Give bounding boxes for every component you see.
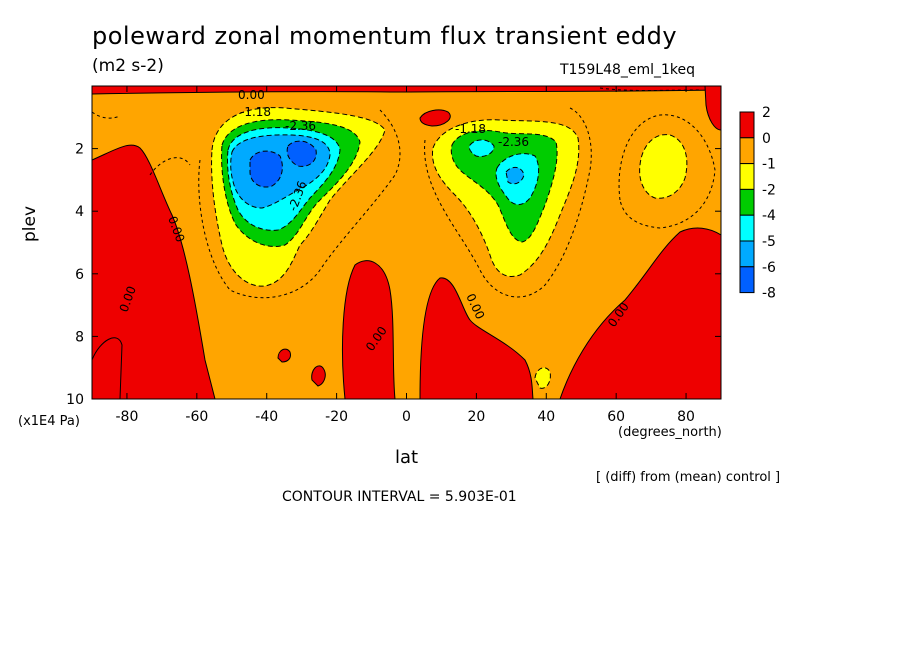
colorbar-label: -1 (762, 157, 776, 173)
y-tick-label: 6 (75, 267, 84, 283)
x-tick-label: -60 (185, 409, 208, 425)
contour-label: -2.36 (285, 119, 316, 133)
contour-label: -1.18 (455, 122, 486, 136)
region-nh-subtropical-positive (419, 277, 534, 399)
region-sh-polar-positive-2 (92, 337, 123, 399)
contour-line (424, 107, 592, 298)
y-tick-label: 8 (75, 329, 84, 345)
contour-interval: CONTOUR INTERVAL = 5.903E-01 (282, 489, 517, 505)
y-axis-scale-label: (x1E4 Pa) (18, 414, 80, 429)
region-sh-small-blob-2 (277, 348, 291, 363)
colorbar-swatch (739, 111, 755, 139)
x-tick-label: 0 (402, 409, 411, 425)
colorbar-swatch (739, 240, 755, 268)
colorbar-swatch (739, 266, 755, 294)
chart-title: poleward zonal momentum flux transient e… (92, 22, 678, 50)
contour-line (198, 109, 401, 299)
y-axis: 2 4 6 8 10 (66, 142, 721, 408)
contour-label: 0.00 (238, 88, 265, 102)
x-tick-label: -40 (255, 409, 278, 425)
colorbar-label: -8 (762, 286, 776, 302)
region-nh-top-blob (419, 109, 451, 127)
y-tick-label: 2 (75, 142, 84, 158)
x-tick-label: -80 (116, 409, 139, 425)
colorbar-legend: 2 0 -1 -2 -4 -5 -6 -8 (739, 105, 776, 302)
colorbar-label: -4 (762, 208, 776, 224)
colorbar-swatch (739, 137, 755, 165)
contour-line (149, 157, 191, 176)
colorbar-label: -5 (762, 234, 776, 250)
region-equatorial-positive (341, 260, 396, 399)
colorbar-swatch (739, 188, 755, 216)
colorbar-label: 2 (762, 105, 771, 121)
region-nh-small-yellow (534, 367, 551, 389)
x-axis-title: lat (395, 447, 419, 468)
x-axis: -80 -60 -40 -20 0 20 40 60 80 (116, 86, 695, 425)
chart-units: (m2 s-2) (92, 56, 164, 76)
contour-label: -2.36 (498, 135, 529, 149)
x-tick-label: 80 (677, 409, 695, 425)
colorbar-swatch (739, 214, 755, 242)
run-label: T159L48_eml_1keq (560, 62, 696, 78)
region-nh-blue (505, 167, 525, 185)
region-sh-darkblue (249, 150, 283, 188)
contour-line (618, 114, 716, 229)
region-nh-cyan-2 (468, 139, 495, 157)
region-sh-polar-positive (92, 144, 216, 399)
x-axis-units: (degrees_north) (618, 425, 722, 440)
colorbar-swatch (739, 163, 755, 190)
y-tick-label: 4 (75, 204, 84, 220)
contour-label: -1.18 (240, 105, 271, 119)
y-tick-label: 10 (66, 392, 84, 408)
colorbar-label: 0 (762, 131, 771, 147)
region-nh-polar-positive (559, 227, 721, 399)
region-sh-darkblue-2 (286, 140, 317, 167)
x-tick-label: 60 (607, 409, 625, 425)
contour-line (92, 111, 121, 119)
colorbar-label: -2 (762, 182, 776, 198)
y-axis-title: plev (20, 205, 40, 242)
colorbar-label: -6 (762, 260, 776, 276)
region-nh-highlat-negative (639, 134, 688, 199)
region-sh-small-blob (311, 365, 326, 387)
diff-note: [ (diff) from (mean) control ] (596, 470, 781, 485)
x-tick-label: -20 (325, 409, 348, 425)
x-tick-label: 40 (537, 409, 555, 425)
x-tick-label: 20 (467, 409, 485, 425)
